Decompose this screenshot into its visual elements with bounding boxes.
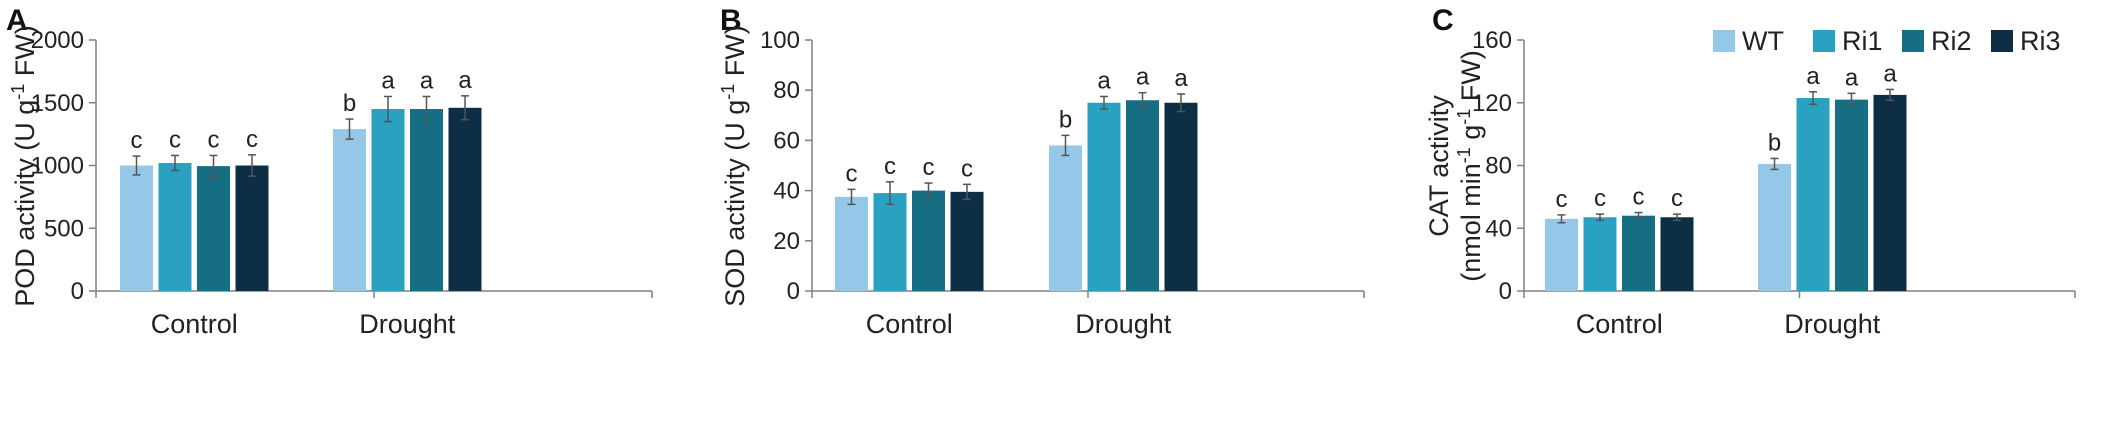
significance-letter: a bbox=[458, 67, 472, 94]
legend-swatch-ri1 bbox=[1813, 30, 1835, 52]
legend-label-wt: WT bbox=[1742, 26, 1784, 56]
significance-letter: c bbox=[208, 126, 220, 153]
bar-ri2-drought bbox=[410, 109, 443, 292]
significance-letter: c bbox=[1633, 184, 1645, 211]
legend-label-ri2: Ri2 bbox=[1931, 26, 1972, 56]
significance-letter: c bbox=[1556, 186, 1568, 213]
y-tick-label: 40 bbox=[1485, 215, 1512, 242]
legend-swatch-ri2 bbox=[1902, 30, 1924, 52]
y-tick-label: 1500 bbox=[31, 90, 84, 117]
y-axis-label-c-line1: CAT activity bbox=[1424, 95, 1454, 237]
bar-ri3-control bbox=[235, 165, 269, 291]
category-label: Drought bbox=[1784, 309, 1881, 339]
y-axis-label-b: SOD activity (U g-1 FW) bbox=[718, 25, 750, 307]
significance-letter: c bbox=[169, 126, 181, 153]
y-tick-label: 0 bbox=[787, 278, 800, 305]
y-tick-label: 0 bbox=[1499, 278, 1512, 305]
significance-letter: a bbox=[381, 67, 395, 94]
bar-ri1-control bbox=[158, 162, 192, 291]
bar-wt-drought bbox=[333, 129, 366, 291]
bar-ri1-control bbox=[1583, 217, 1617, 291]
significance-letter: a bbox=[1136, 64, 1150, 91]
y-tick-label: 100 bbox=[760, 27, 800, 54]
legend-swatch-ri3 bbox=[1991, 30, 2013, 52]
legend-label-ri1: Ri1 bbox=[1842, 26, 1883, 56]
significance-letter: c bbox=[846, 160, 858, 187]
bar-ri2-drought bbox=[1835, 99, 1868, 291]
significance-letter: c bbox=[131, 127, 143, 154]
bar-ri3-drought bbox=[1164, 102, 1198, 291]
significance-letter: b bbox=[343, 90, 356, 117]
y-tick-label: 40 bbox=[773, 178, 800, 205]
bar-ri2-control bbox=[197, 166, 230, 291]
bar-ri1-drought bbox=[371, 109, 405, 292]
panel-letter-c: C bbox=[1432, 4, 1454, 37]
significance-letter: a bbox=[1883, 60, 1897, 87]
bar-ri2-drought bbox=[1126, 100, 1159, 292]
bar-ri3-drought bbox=[1873, 94, 1907, 291]
bar-ri1-drought bbox=[1796, 98, 1830, 291]
significance-letter: a bbox=[420, 67, 434, 94]
panel-c: C CAT activity (nmol min-1 g-1 FW) 0 40 80… bbox=[1424, 4, 2076, 339]
bar-wt-drought bbox=[1049, 145, 1082, 291]
bar-ri1-control bbox=[873, 193, 907, 291]
y-tick-label: 2000 bbox=[31, 27, 84, 54]
significance-letter: a bbox=[1097, 67, 1111, 94]
panel-letter-a: A bbox=[6, 4, 28, 37]
bar-ri3-drought bbox=[448, 107, 482, 292]
y-tick-label: 120 bbox=[1472, 90, 1512, 117]
bar-wt-control bbox=[835, 196, 868, 291]
bar-wt-drought bbox=[1758, 163, 1791, 291]
category-label: Drought bbox=[1075, 309, 1172, 339]
panel-letter-b: B bbox=[720, 4, 742, 37]
bar-ri3-control bbox=[1660, 217, 1694, 291]
significance-letter: a bbox=[1845, 64, 1859, 91]
significance-letter: c bbox=[961, 155, 973, 182]
category-label: Control bbox=[866, 309, 953, 339]
significance-letter: c bbox=[1671, 185, 1683, 212]
bar-ri3-control bbox=[950, 191, 984, 291]
significance-letter: b bbox=[1768, 129, 1781, 156]
bar-wt-control bbox=[120, 165, 153, 291]
y-tick-label: 500 bbox=[44, 215, 84, 242]
bar-wt-control bbox=[1545, 218, 1578, 291]
y-tick-label: 160 bbox=[1472, 27, 1512, 54]
legend-swatch-wt bbox=[1713, 30, 1735, 52]
significance-letter: b bbox=[1059, 106, 1072, 133]
bar-ri1-drought bbox=[1087, 102, 1121, 291]
bar-ri2-control bbox=[1622, 215, 1655, 291]
category-label: Drought bbox=[359, 309, 456, 339]
significance-letter: a bbox=[1174, 65, 1188, 92]
y-axis-label-a: POD activity (U g-1 FW) bbox=[8, 25, 40, 307]
significance-letter: c bbox=[923, 154, 935, 181]
panel-a: A POD activity (U g-1 FW) 0 500 1000 1500 20… bbox=[6, 4, 653, 339]
y-tick-label: 0 bbox=[71, 278, 84, 305]
significance-letter: a bbox=[1806, 63, 1820, 90]
y-tick-label: 60 bbox=[773, 127, 800, 154]
y-axis-label-c-line2: (nmol min-1 g-1 FW) bbox=[1454, 50, 1486, 282]
significance-letter: c bbox=[246, 126, 258, 153]
bar-ri2-control bbox=[912, 190, 945, 291]
category-label: Control bbox=[1576, 309, 1663, 339]
y-tick-label: 20 bbox=[773, 228, 800, 255]
significance-letter: c bbox=[1594, 185, 1606, 212]
y-tick-label: 1000 bbox=[31, 153, 84, 180]
y-tick-label: 80 bbox=[1485, 153, 1512, 180]
legend: WT Ri1 Ri2 Ri3 bbox=[1713, 26, 2061, 56]
category-label: Control bbox=[151, 309, 238, 339]
significance-letter: c bbox=[884, 153, 896, 180]
y-tick-label: 80 bbox=[773, 77, 800, 104]
legend-label-ri3: Ri3 bbox=[2020, 26, 2061, 56]
